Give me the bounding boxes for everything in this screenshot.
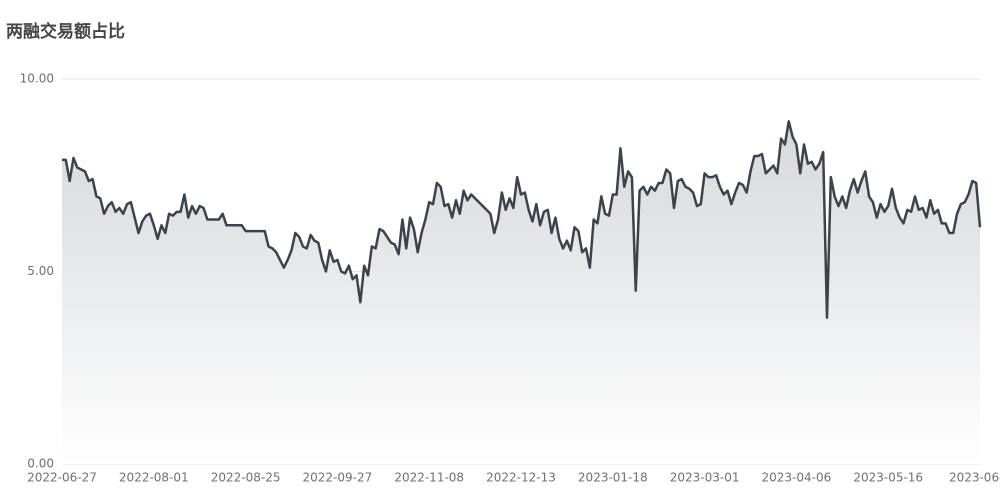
- x-tick-label: 2022-08-01: [119, 471, 189, 485]
- chart-title: 两融交易额占比: [6, 21, 125, 42]
- y-tick-label: 10.00: [20, 72, 54, 86]
- area: [62, 121, 980, 464]
- x-tick-label: 2022-09-27: [303, 471, 373, 485]
- x-tick-label: 2022-06-27: [27, 471, 97, 485]
- x-tick-label: 2023-05-16: [853, 471, 923, 485]
- line: [62, 120, 982, 319]
- y-tick-label: 5.00: [27, 264, 54, 278]
- x-tick-label: 2023-04-06: [762, 471, 832, 485]
- y-tick-label: 0.00: [27, 457, 54, 471]
- x-tick-label: 2022-11-08: [394, 471, 464, 485]
- x-tick-label: 2023-01-18: [578, 471, 648, 485]
- x-tick-label: 2022-12-13: [486, 471, 556, 485]
- x-tick-label: 2022-08-25: [211, 471, 281, 485]
- x-tick-label: 2023-03-01: [670, 471, 740, 485]
- x-tick-label: 2023-06-2: [949, 471, 1000, 485]
